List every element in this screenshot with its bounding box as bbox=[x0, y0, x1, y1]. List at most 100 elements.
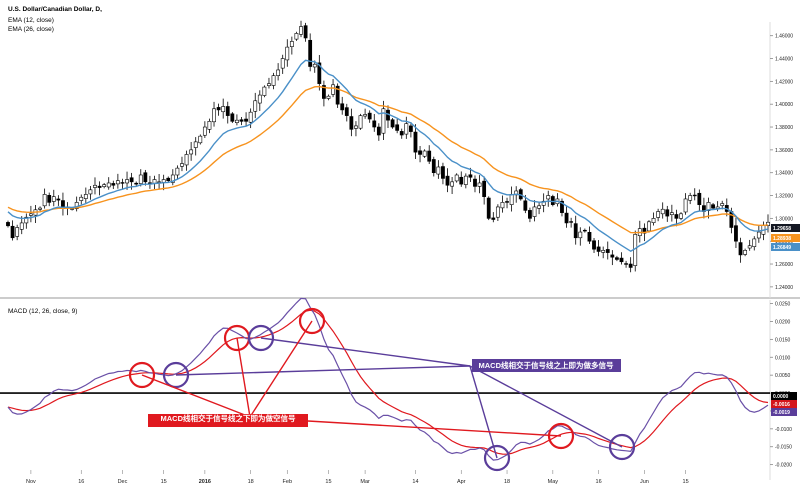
macd-tick-label: 0.0100 bbox=[775, 355, 791, 361]
candle-body bbox=[491, 217, 496, 220]
candle-body bbox=[523, 200, 528, 211]
candle-body bbox=[683, 198, 688, 213]
candle-body bbox=[276, 69, 281, 76]
candle-body bbox=[605, 249, 610, 253]
candle-body bbox=[349, 116, 354, 130]
candle-body bbox=[482, 180, 487, 197]
macd-last-value-label: -0.0016 bbox=[773, 402, 790, 408]
macd-signal-line bbox=[7, 309, 769, 455]
candle-body bbox=[628, 263, 633, 268]
candle-body bbox=[669, 212, 674, 216]
candle-body bbox=[679, 213, 683, 219]
candle-body bbox=[235, 119, 239, 123]
candle-body bbox=[294, 33, 299, 40]
candle-body bbox=[125, 179, 129, 184]
price-tick-label: 1.40000 bbox=[775, 102, 793, 108]
candle-body bbox=[692, 194, 697, 197]
crossover-circle bbox=[247, 324, 275, 352]
candle-body bbox=[697, 192, 702, 205]
bullish-leader-line bbox=[469, 365, 623, 448]
candle-body bbox=[138, 174, 143, 184]
price-tick-label: 1.30000 bbox=[775, 216, 793, 222]
candle-body bbox=[189, 149, 194, 155]
price-tick-label: 1.28000 bbox=[775, 239, 793, 245]
price-tick-label: 1.42000 bbox=[775, 79, 793, 85]
price-last-value-tag bbox=[771, 234, 800, 242]
macd-tick-label: 0.0150 bbox=[775, 337, 791, 343]
candle-body bbox=[248, 111, 253, 123]
macd-last-value-tag bbox=[771, 400, 797, 408]
candle-body bbox=[143, 172, 148, 183]
candle-body bbox=[225, 106, 230, 116]
candle-body bbox=[216, 107, 221, 111]
candle-body bbox=[15, 227, 20, 237]
candle-body bbox=[422, 150, 427, 157]
candle-body bbox=[399, 131, 404, 136]
candle-body bbox=[560, 200, 564, 213]
candle-body bbox=[477, 182, 482, 187]
candle-body bbox=[505, 201, 509, 203]
candle-body bbox=[56, 198, 61, 201]
price-last-value-label: 1.29658 bbox=[773, 226, 791, 232]
candle-body bbox=[445, 175, 450, 186]
candle-body bbox=[106, 182, 111, 188]
candle-body bbox=[729, 211, 734, 228]
candle-body bbox=[152, 179, 157, 184]
candle-body bbox=[6, 222, 10, 227]
macd-last-value-label: 0.0000 bbox=[773, 394, 789, 400]
price-last-value-tag bbox=[771, 224, 800, 232]
candle-body bbox=[509, 194, 514, 205]
price-tick-label: 1.38000 bbox=[775, 125, 793, 131]
candle-body bbox=[665, 209, 670, 217]
candle-body bbox=[193, 141, 198, 148]
candle-body bbox=[463, 175, 468, 185]
candle-body bbox=[743, 250, 748, 255]
candle-body bbox=[285, 46, 290, 61]
candle-body bbox=[129, 177, 134, 183]
candle-body bbox=[102, 184, 107, 187]
candle-body bbox=[358, 115, 363, 129]
bearish-leader-line bbox=[141, 374, 251, 418]
crossover-circle bbox=[483, 444, 511, 472]
candle-body bbox=[656, 211, 661, 218]
candle-body bbox=[244, 118, 248, 122]
candle-body bbox=[115, 180, 120, 185]
x-tick-label: May bbox=[548, 479, 559, 485]
candle-body bbox=[79, 196, 84, 201]
text-layer: U.S. Dollar/Canadian Dollar, D, EMA (12,… bbox=[8, 6, 614, 423]
candle-body bbox=[88, 189, 93, 195]
ema12-line bbox=[7, 59, 769, 253]
candle-body bbox=[289, 41, 294, 47]
bullish-label-box bbox=[472, 359, 621, 372]
price-tick-label: 1.24000 bbox=[775, 285, 793, 291]
candle-body bbox=[413, 131, 418, 153]
candle-body bbox=[47, 195, 52, 203]
x-tick-label: 14 bbox=[412, 479, 418, 485]
price-last-value-label: 1.28938 bbox=[773, 236, 791, 242]
candle-body bbox=[441, 166, 445, 179]
candle-body bbox=[395, 124, 400, 131]
ema26-legend-label: EMA (26, close) bbox=[8, 26, 54, 33]
bearish-leader-line bbox=[236, 337, 251, 418]
ema26-line bbox=[7, 85, 769, 234]
candle-body bbox=[550, 196, 555, 205]
candle-body bbox=[372, 120, 377, 128]
candle-body bbox=[93, 184, 97, 188]
x-tick-label: Apr bbox=[457, 479, 466, 485]
candle-body bbox=[688, 195, 693, 201]
candle-body bbox=[161, 179, 166, 183]
candle-body bbox=[532, 206, 537, 217]
candle-body bbox=[651, 218, 656, 224]
candle-body bbox=[303, 25, 308, 39]
candle-body bbox=[738, 242, 743, 256]
candle-body bbox=[537, 205, 541, 209]
candle-body bbox=[473, 178, 477, 187]
x-tick-label: 16 bbox=[78, 479, 84, 485]
candle-body bbox=[312, 63, 317, 68]
candle-body bbox=[335, 85, 340, 105]
bearish-leader-line bbox=[307, 420, 562, 437]
x-tick-label: 2016 bbox=[199, 479, 211, 485]
macd-pane: 0.0250 0.0200 0.0150 0.0100 0.0050 0.0000 -0.0… bbox=[0, 297, 797, 485]
crossover-circle bbox=[608, 433, 636, 461]
